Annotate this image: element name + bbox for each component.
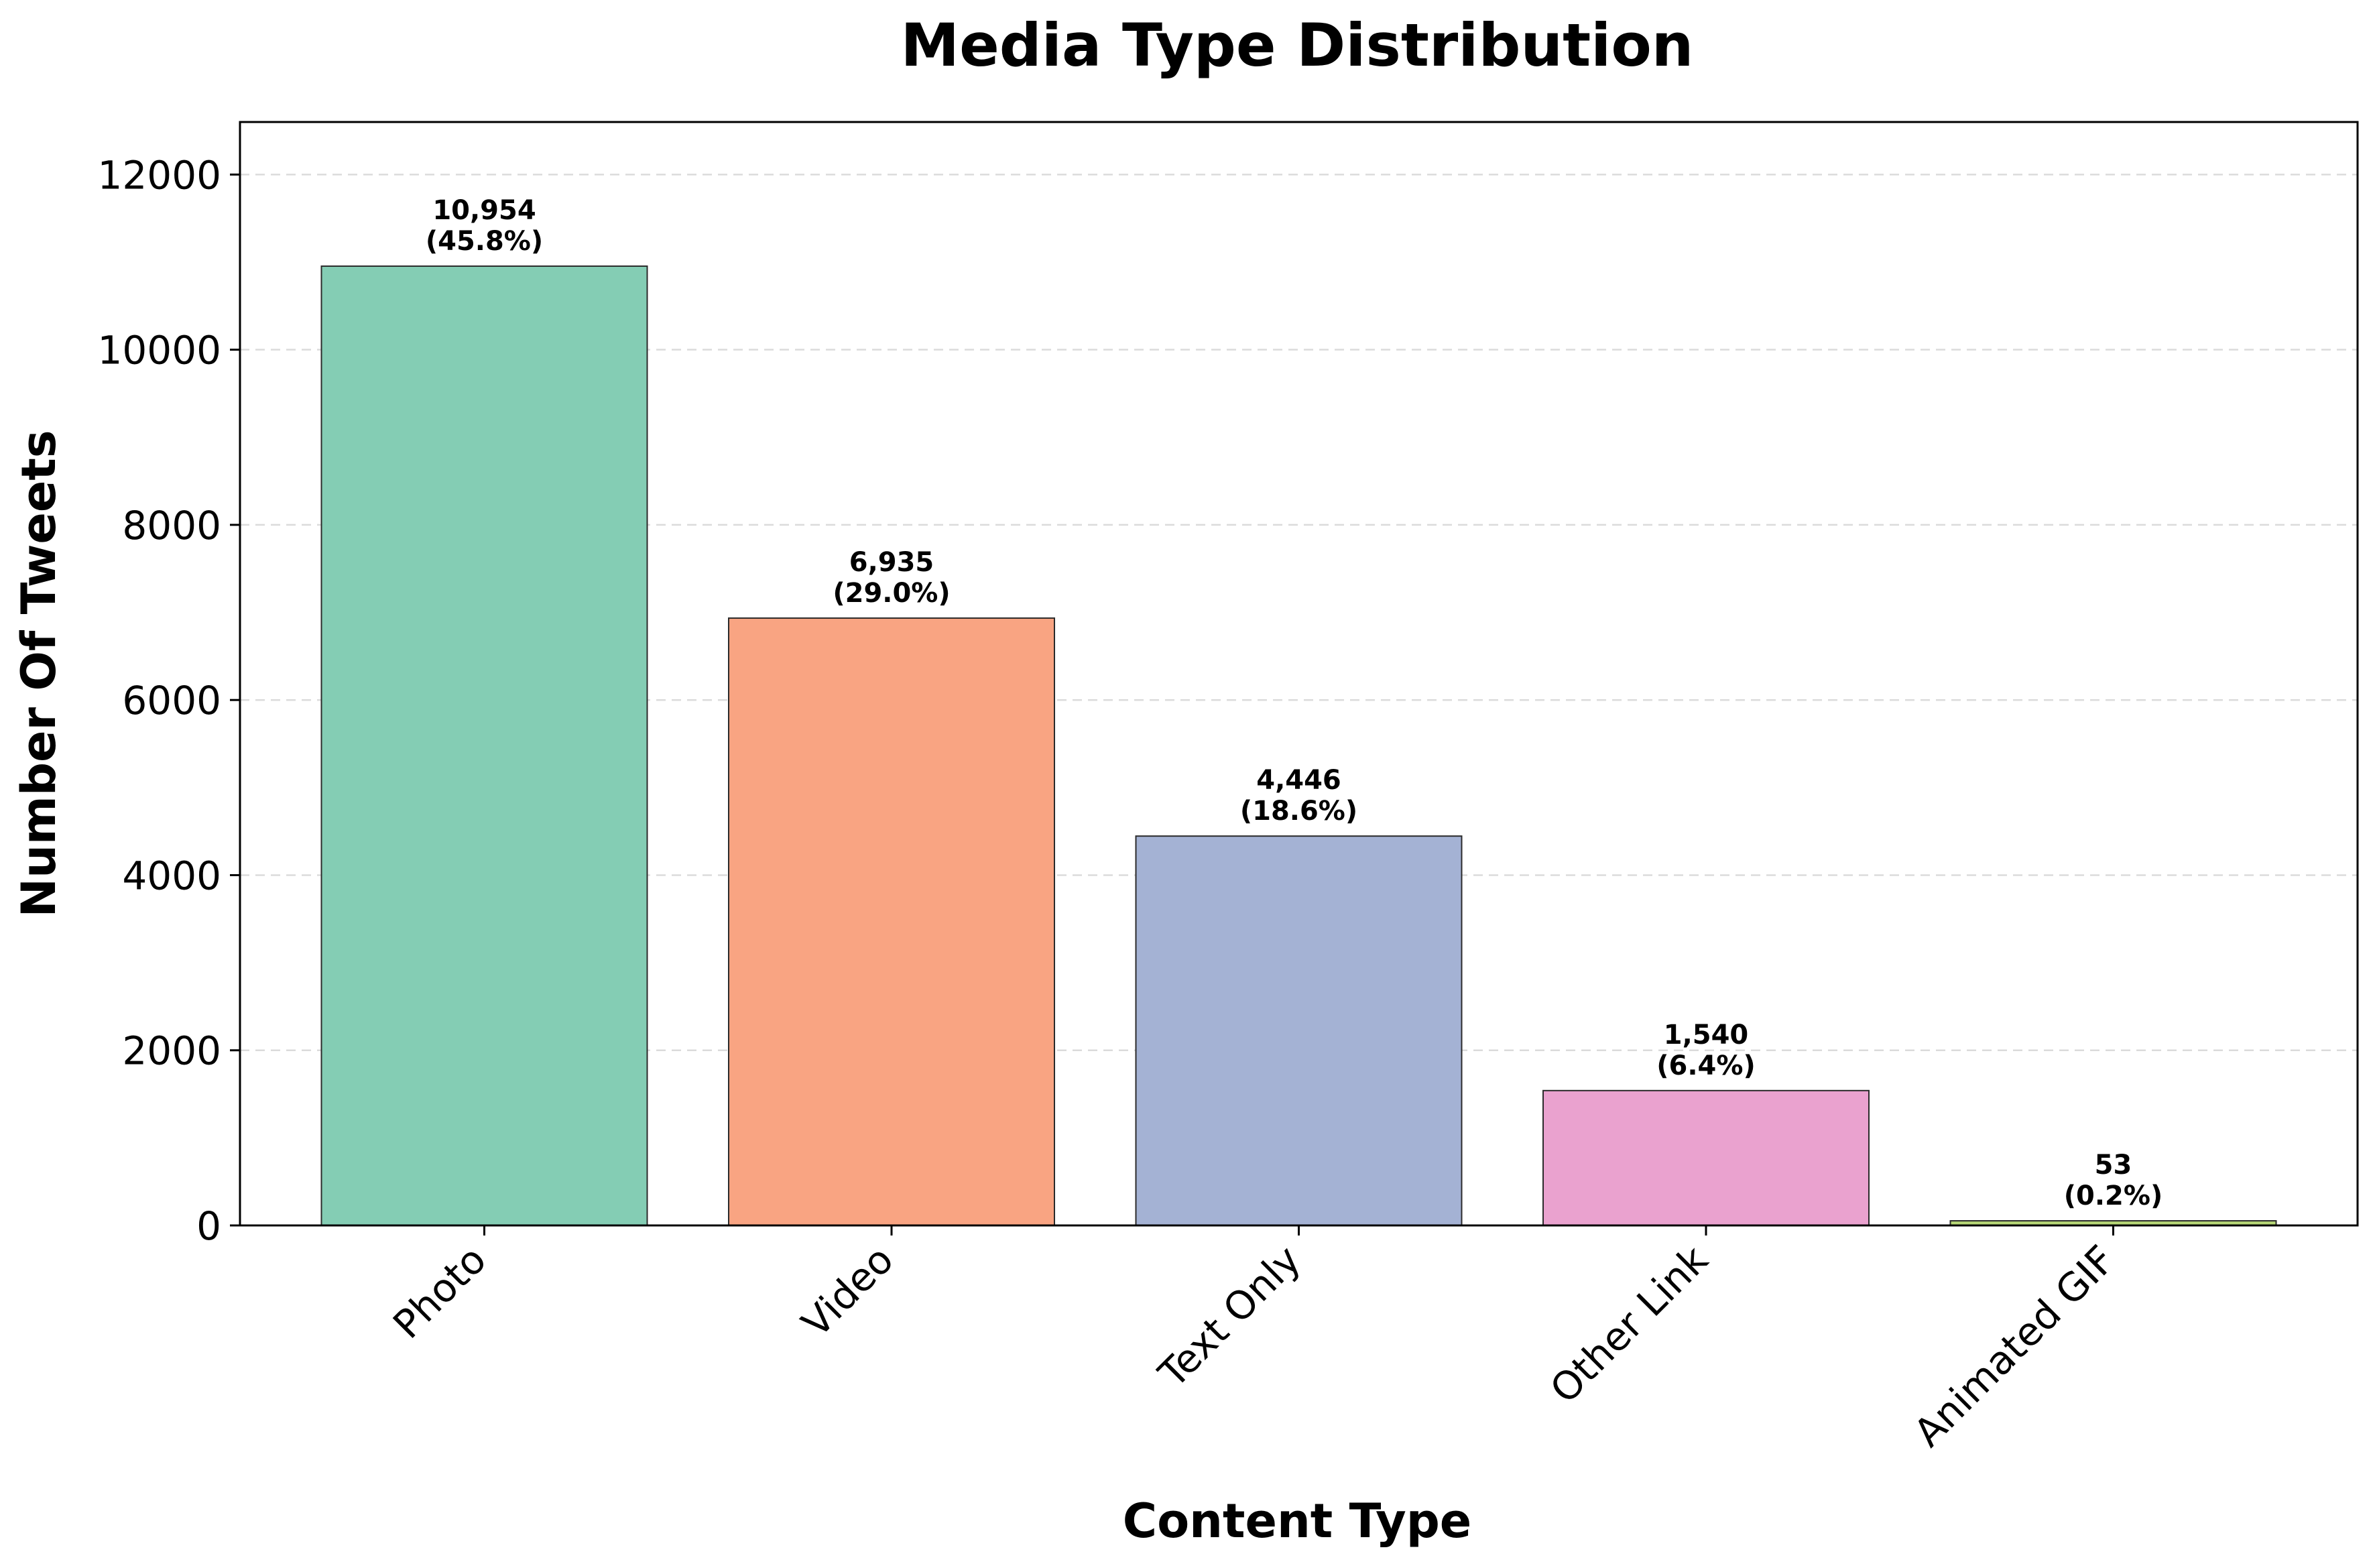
gridlines — [240, 174, 2358, 1051]
y-axis: 0 2000 4000 6000 8000 10000 12000 — [97, 152, 240, 1249]
y-tick-label: 6000 — [122, 678, 221, 723]
x-axis-label: Content Type — [1123, 1494, 1472, 1549]
x-axis: Photo Video Text Only Other Link Animated GI… — [384, 1225, 2124, 1455]
bar-value-label: 10,954 — [432, 195, 536, 226]
y-tick-label: 2000 — [122, 1028, 221, 1074]
bar-value-label: 4,446 — [1256, 765, 1341, 796]
bar-percent-label: (18.6%) — [1240, 796, 1357, 827]
y-tick-label: 8000 — [122, 503, 221, 548]
bar-video — [728, 617, 1055, 1226]
chart-title: Media Type Distribution — [901, 11, 1694, 80]
x-tick-label: Video — [793, 1237, 902, 1346]
x-tick-label: Other Link — [1541, 1237, 1717, 1412]
x-tick-label: Photo — [384, 1237, 495, 1347]
y-tick-label: 4000 — [122, 853, 221, 898]
bar-percent-label: (45.8%) — [426, 226, 543, 257]
bar-value-label: 1,540 — [1664, 1020, 1749, 1050]
bar-text-only — [1135, 835, 1463, 1226]
bar-other-link — [1542, 1089, 1870, 1227]
x-tick-label: Text Only — [1150, 1237, 1310, 1397]
bar-percent-label: (0.2%) — [2064, 1181, 2163, 1211]
y-axis-label: Number Of Tweets — [11, 430, 66, 918]
y-tick-label: 10000 — [97, 328, 221, 373]
bar-photo — [320, 265, 648, 1227]
data-labels-group: 10,954(45.8%) 6,935(29.0%) 4,446(18.6%) 1,5… — [426, 195, 2163, 1211]
y-tick-label: 0 — [196, 1203, 221, 1249]
bar-value-label: 53 — [2095, 1150, 2132, 1181]
bars-group — [320, 265, 2277, 1227]
bar-percent-label: (6.4%) — [1656, 1050, 1756, 1081]
x-tick-label: Animated GIF — [1905, 1237, 2124, 1455]
bar-percent-label: (29.0%) — [833, 578, 950, 609]
bar-value-label: 6,935 — [849, 547, 934, 578]
y-tick-label: 12000 — [97, 152, 221, 198]
